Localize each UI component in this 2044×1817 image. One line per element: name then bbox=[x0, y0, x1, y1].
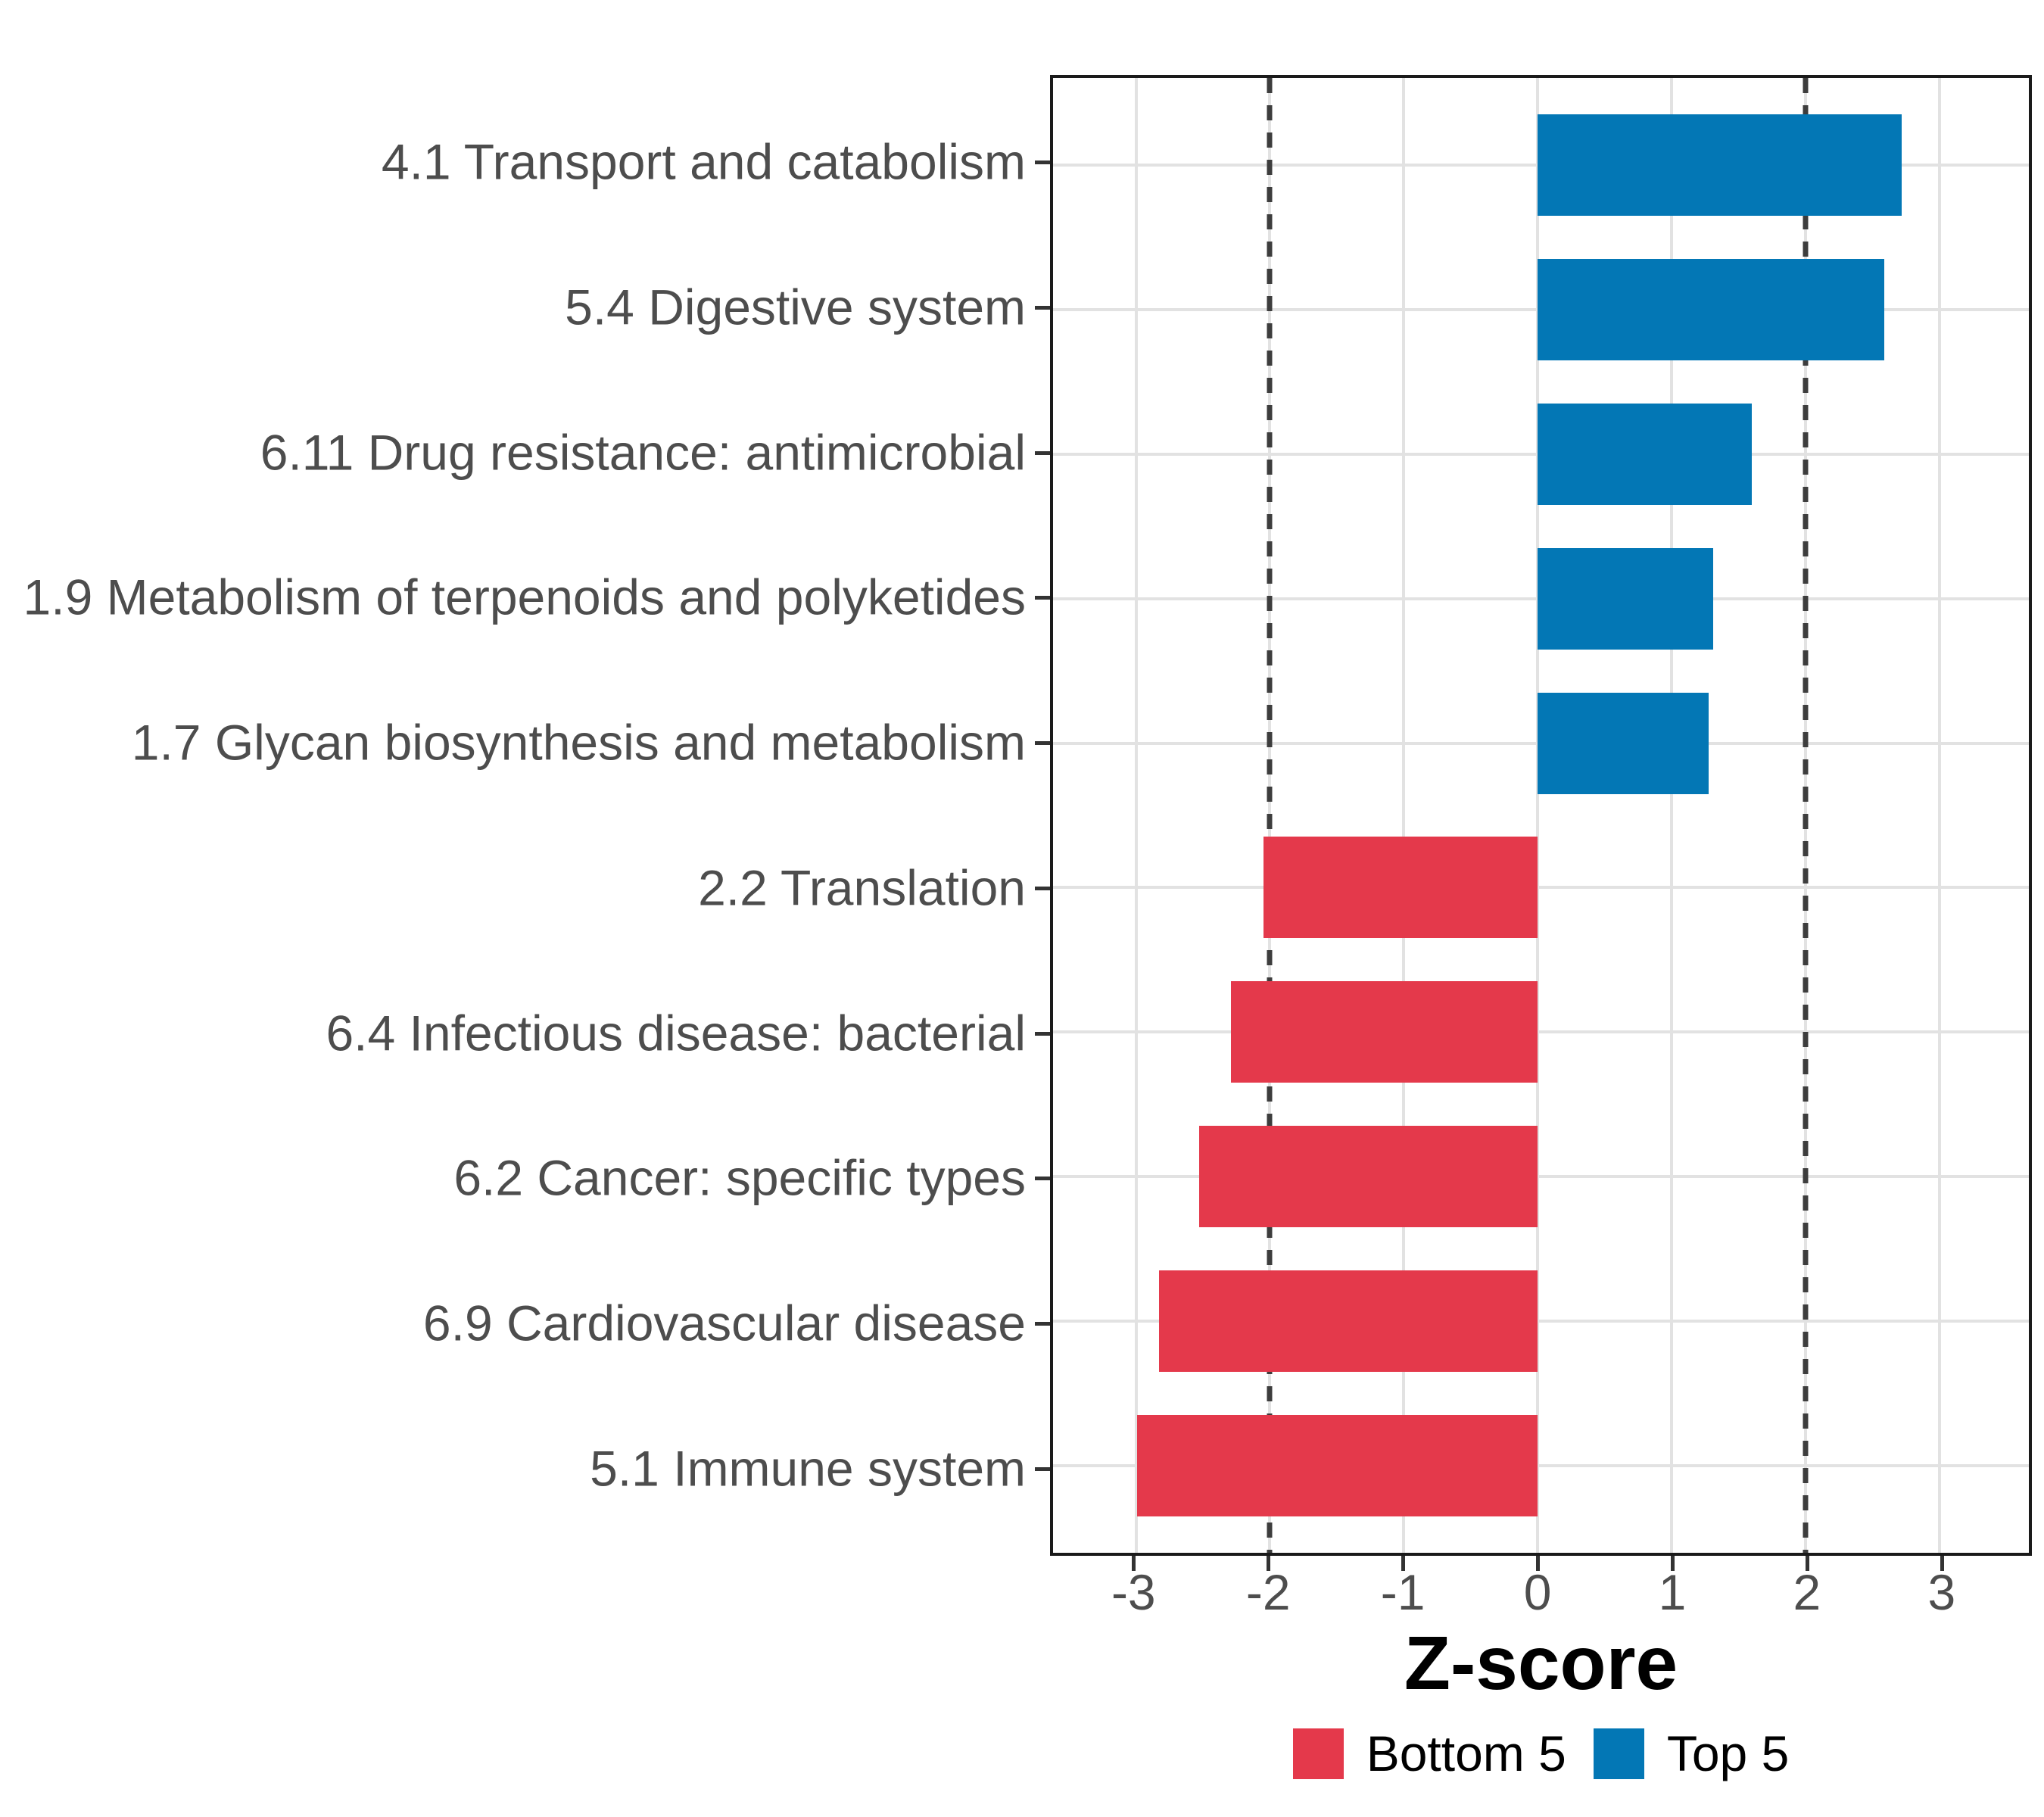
x-axis-tick bbox=[1940, 1556, 1944, 1571]
bar bbox=[1198, 1126, 1538, 1228]
y-axis-category-label: 6.2 Cancer: specific types bbox=[453, 1150, 1026, 1207]
legend-swatch bbox=[1593, 1728, 1644, 1779]
v-gridline bbox=[1536, 78, 1540, 1553]
legend-swatch bbox=[1292, 1728, 1344, 1779]
bar bbox=[1158, 1270, 1538, 1373]
legend: Bottom 5 Top 5 bbox=[1050, 1728, 2032, 1781]
y-axis-category-label: 4.1 Transport and catabolism bbox=[381, 133, 1026, 190]
legend-item: Top 5 bbox=[1593, 1725, 1790, 1781]
x-axis-tick bbox=[1670, 1556, 1675, 1571]
x-axis-tick-label: -2 bbox=[1245, 1564, 1291, 1620]
x-axis-tick-label: 2 bbox=[1793, 1564, 1821, 1620]
y-axis-category-label: 6.9 Cardiovascular disease bbox=[422, 1295, 1026, 1351]
reference-line-layer bbox=[1053, 78, 2029, 1553]
y-axis-tick bbox=[1035, 741, 1050, 746]
y-axis-tick bbox=[1035, 1031, 1050, 1036]
x-axis-tick-label: 0 bbox=[1523, 1564, 1552, 1620]
legend-label: Bottom 5 bbox=[1366, 1725, 1566, 1781]
legend-item: Bottom 5 bbox=[1292, 1725, 1566, 1781]
v-gridline bbox=[1669, 78, 1673, 1553]
x-axis-tick-label: 3 bbox=[1927, 1564, 1956, 1620]
y-axis-category-label: 1.9 Metabolism of terpenoids and polyket… bbox=[23, 569, 1026, 626]
y-axis-tick bbox=[1035, 596, 1050, 600]
legend-items: Bottom 5 Top 5 bbox=[1050, 1728, 2032, 1779]
v-gridline bbox=[1134, 78, 1138, 1553]
y-axis-tick bbox=[1035, 1322, 1050, 1326]
bar bbox=[1137, 1415, 1538, 1517]
x-axis-tick bbox=[1536, 1556, 1541, 1571]
reference-line bbox=[1803, 78, 1809, 1553]
y-axis-category-label: 2.2 Translation bbox=[698, 859, 1026, 916]
x-axis-tick bbox=[1267, 1556, 1271, 1571]
y-axis-tick bbox=[1035, 1177, 1050, 1181]
legend-label: Top 5 bbox=[1666, 1725, 1790, 1781]
bar bbox=[1538, 403, 1752, 505]
bar bbox=[1231, 981, 1538, 1083]
h-gridline bbox=[1053, 1175, 2029, 1179]
bar bbox=[1538, 547, 1713, 650]
x-axis-tick bbox=[1805, 1556, 1809, 1571]
y-axis-tick bbox=[1035, 161, 1050, 165]
y-axis-category-label: 6.11 Drug resistance: antimicrobial bbox=[260, 424, 1026, 481]
x-axis-tick-label: -3 bbox=[1111, 1564, 1156, 1620]
x-axis-tick bbox=[1132, 1556, 1136, 1571]
bar bbox=[1263, 837, 1538, 939]
h-gridline bbox=[1053, 1464, 2029, 1468]
x-axis-tick-label: 1 bbox=[1658, 1564, 1687, 1620]
h-gridline bbox=[1053, 886, 2029, 890]
v-gridline bbox=[1402, 78, 1406, 1553]
v-gridline bbox=[1937, 78, 1941, 1553]
bar bbox=[1538, 258, 1885, 360]
y-axis-category-label: 5.1 Immune system bbox=[590, 1440, 1026, 1497]
bar bbox=[1538, 114, 1902, 216]
h-gridline bbox=[1053, 1320, 2029, 1323]
h-gridline bbox=[1053, 1030, 2029, 1034]
y-axis-tick bbox=[1035, 305, 1050, 310]
y-axis-tick bbox=[1035, 450, 1050, 455]
x-axis-tick-label: -1 bbox=[1380, 1564, 1426, 1620]
x-axis-title: Z-score bbox=[1404, 1621, 1678, 1706]
bar-layer bbox=[1053, 78, 2029, 1553]
y-axis-category-label: 6.4 Infectious disease: bacterial bbox=[326, 1005, 1026, 1061]
x-axis-tick bbox=[1401, 1556, 1406, 1571]
y-axis-tick bbox=[1035, 1466, 1050, 1471]
bar bbox=[1538, 692, 1709, 794]
plot-panel bbox=[1050, 75, 2032, 1556]
reference-line bbox=[1267, 78, 1273, 1553]
y-axis-tick bbox=[1035, 886, 1050, 890]
y-axis-category-label: 1.7 Glycan biosynthesis and metabolism bbox=[131, 714, 1026, 771]
y-axis-category-label: 5.4 Digestive system bbox=[565, 279, 1026, 335]
